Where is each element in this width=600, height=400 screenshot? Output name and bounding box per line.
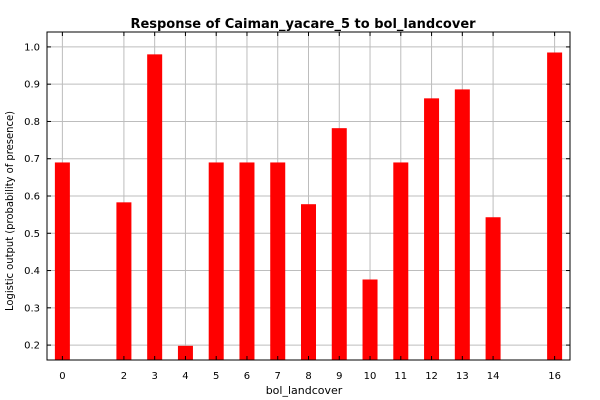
y-tick-label: 1.0 [24, 42, 40, 53]
x-tick-label: 10 [364, 371, 377, 382]
bar [393, 162, 409, 360]
x-tick-label: 4 [182, 371, 188, 382]
y-tick-label: 0.7 [24, 154, 40, 165]
y-axis-label: Logistic output (probability of presence… [3, 111, 16, 311]
x-axis-label: bol_landcover [266, 384, 343, 397]
bar [485, 217, 501, 360]
x-tick-label: 6 [244, 371, 250, 382]
bar [454, 89, 470, 361]
x-tick-label: 9 [336, 371, 342, 382]
x-tick-label: 7 [275, 371, 281, 382]
y-tick-label: 0.2 [24, 341, 40, 352]
bar [331, 128, 347, 360]
y-tick-label: 0.4 [24, 266, 40, 277]
bar [547, 52, 563, 360]
x-tick-label: 2 [121, 371, 127, 382]
y-tick-label: 0.9 [24, 80, 40, 91]
bars [54, 52, 563, 361]
y-tick-label: 0.5 [24, 229, 40, 240]
bar [177, 345, 193, 360]
bar [54, 162, 70, 360]
x-tick-label: 14 [487, 371, 500, 382]
bar [424, 98, 440, 360]
y-axis: 0.2 0.3 0.4 0.5 0.6 0.7 0.8 0.9 1.0 [24, 42, 570, 352]
bar [362, 279, 378, 360]
bar [116, 202, 132, 360]
x-tick-label: 5 [213, 371, 219, 382]
x-axis: 0 2 3 4 5 6 7 8 9 10 11 12 13 14 16 [59, 32, 561, 382]
bar [147, 54, 163, 360]
bar [239, 162, 255, 360]
bar [270, 162, 286, 360]
x-tick-label: 0 [59, 371, 65, 382]
chart-title: Response of Caiman_yacare_5 to bol_landc… [130, 17, 476, 32]
x-tick-label: 12 [425, 371, 438, 382]
x-tick-label: 16 [548, 371, 561, 382]
bar [301, 204, 316, 360]
y-tick-label: 0.6 [24, 192, 40, 203]
x-tick-label: 8 [305, 371, 311, 382]
x-tick-label: 3 [151, 371, 157, 382]
bar [208, 162, 224, 360]
x-tick-label: 11 [394, 371, 407, 382]
y-tick-label: 0.8 [24, 117, 40, 128]
y-tick-label: 0.3 [24, 303, 40, 314]
x-tick-label: 13 [456, 371, 469, 382]
